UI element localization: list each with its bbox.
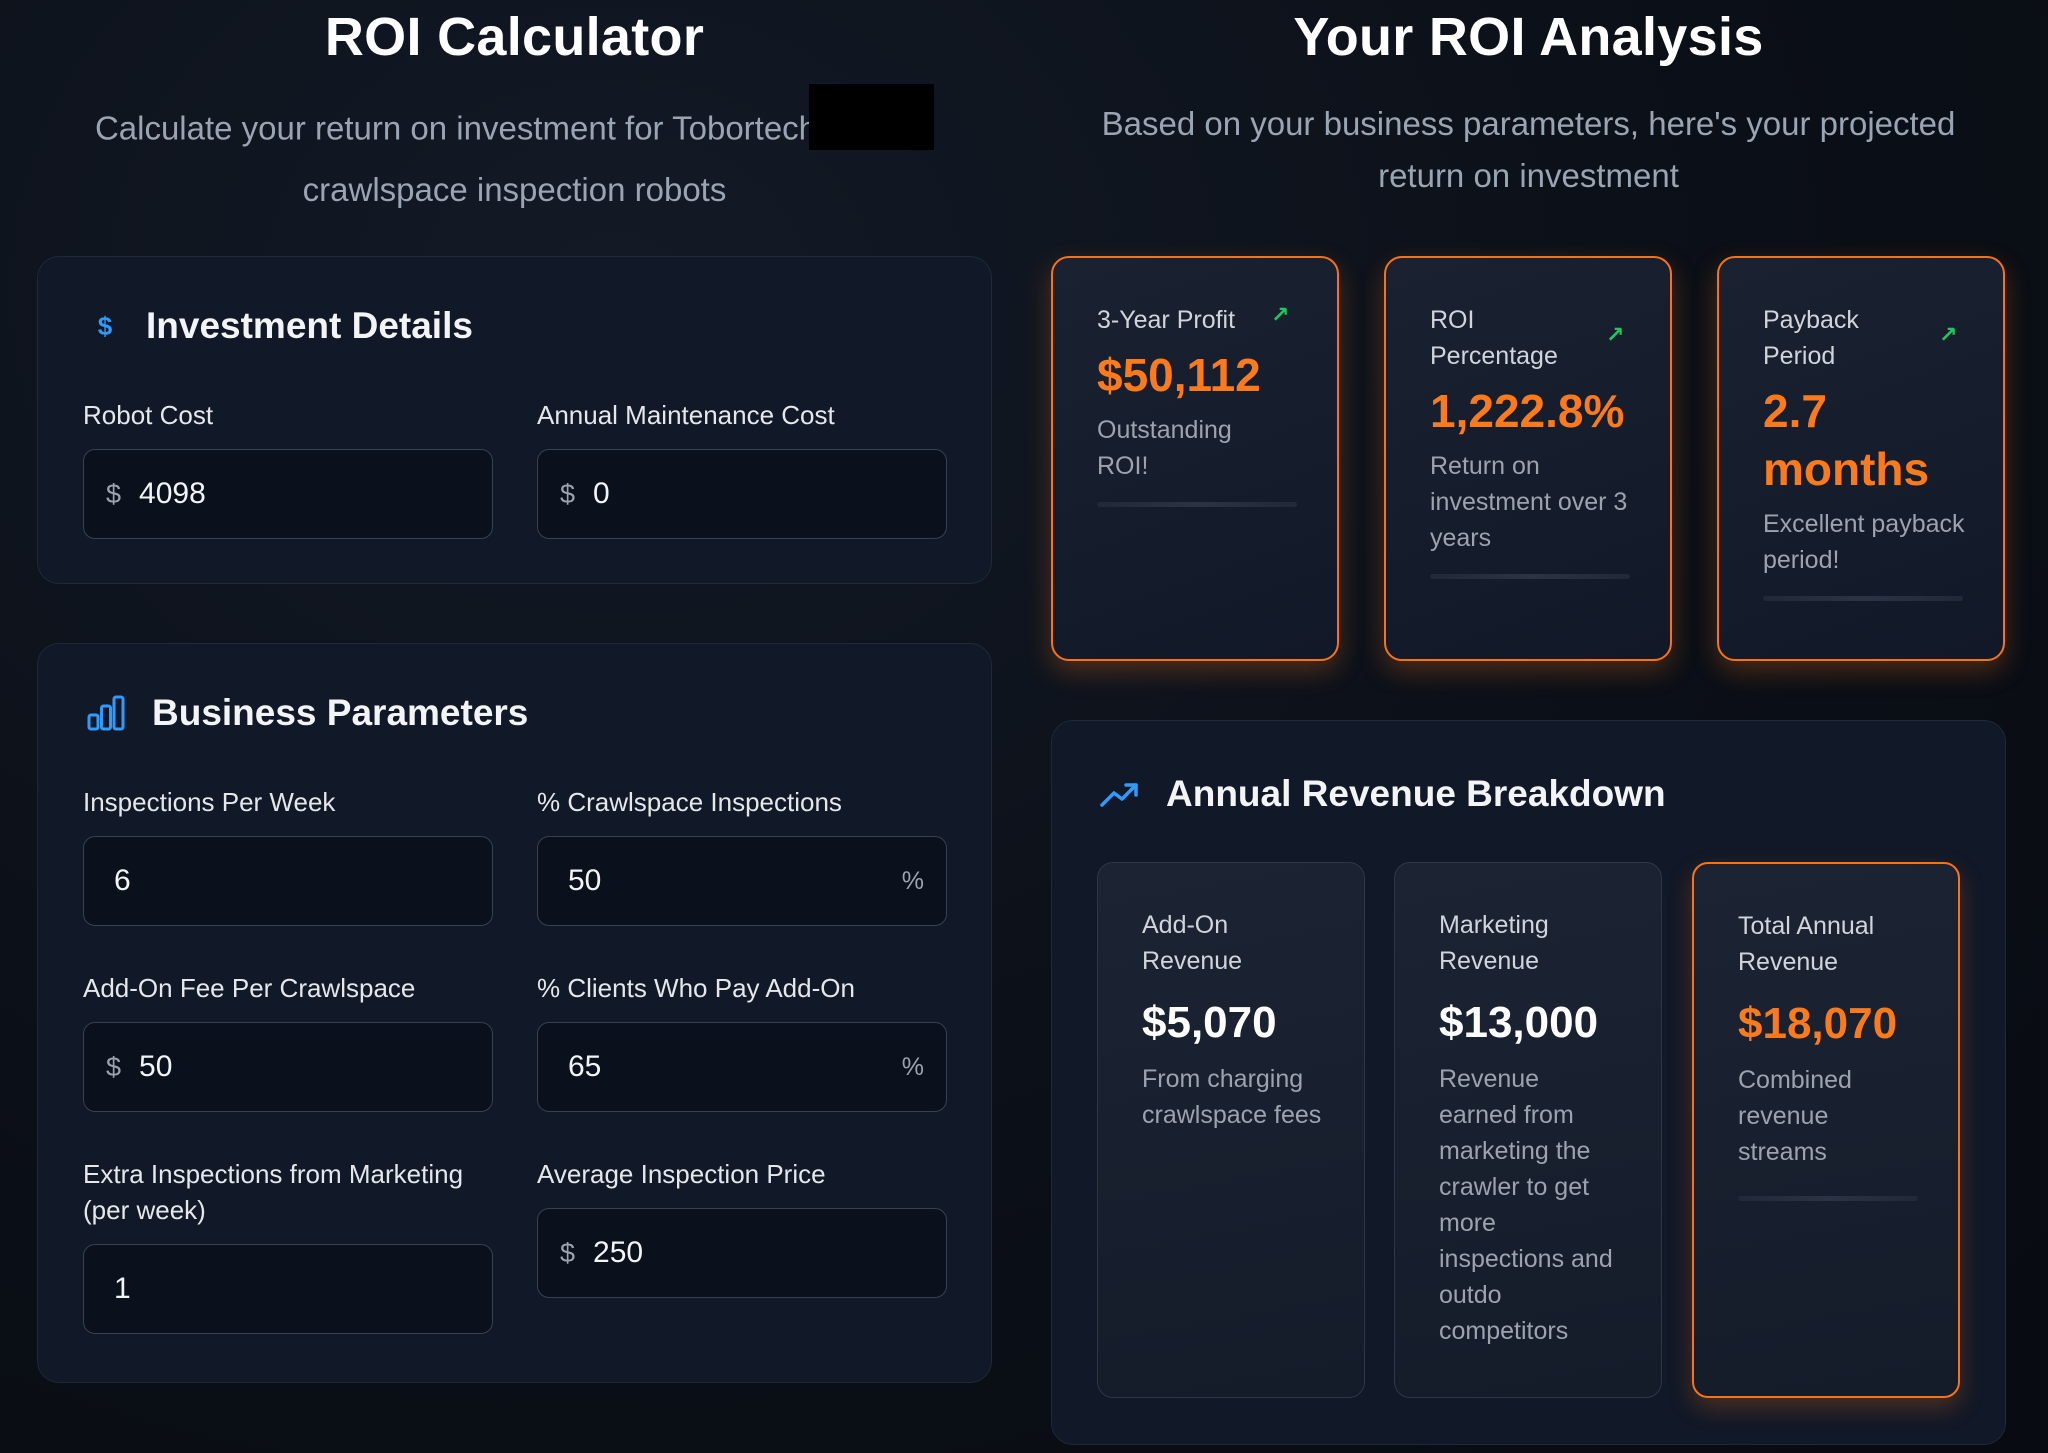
- currency-prefix: $: [560, 1237, 576, 1268]
- revenue-value: $13,000: [1439, 998, 1599, 1047]
- annual-revenue-title: Annual Revenue Breakdown: [1166, 773, 1666, 814]
- stat-label: 3-Year Profit: [1097, 306, 1236, 334]
- payback-period-card: Payback Period ↗ 2.7 months Excellent pa…: [1717, 256, 2005, 661]
- extra-inspections-label: Extra Inspections from Marketing (per we…: [83, 1156, 463, 1228]
- analysis-subtitle-line-1: Based on your business parameters, here'…: [1101, 105, 1956, 142]
- business-parameters-title: Business Parameters: [152, 692, 529, 733]
- clients-pct-label: % Clients Who Pay Add-On: [537, 973, 855, 1003]
- extra-inspections-value[interactable]: 1: [114, 1272, 131, 1305]
- inspections-per-week-label: Inspections Per Week: [83, 787, 336, 817]
- stat-label-line-2: Percentage: [1430, 342, 1558, 370]
- redaction-block: [809, 84, 935, 150]
- page-subtitle: Calculate your return on investment for …: [37, 84, 992, 216]
- extra-inspections-label-line-2: (per week): [83, 1195, 206, 1225]
- stat-description: Return on investment over 3 years: [1430, 452, 1628, 552]
- revenue-description: Combined revenue streams: [1738, 1066, 1852, 1166]
- subtitle-line-1: Calculate your return on investment for …: [94, 109, 818, 147]
- stat-progress-bar: [1430, 574, 1630, 579]
- extra-inspections-label-line-1: Extra Inspections from Marketing: [83, 1159, 464, 1189]
- three-year-profit-card: 3-Year Profit ↗ $50,112 Outstanding ROI!: [1051, 256, 1339, 661]
- total-annual-revenue-card: Total Annual Revenue $18,070 Combined re…: [1692, 862, 1960, 1398]
- roi-analysis-column: Your ROI Analysis Based on your business…: [1051, 0, 2006, 202]
- analysis-title: Your ROI Analysis: [1293, 7, 1764, 67]
- avg-inspection-price-value[interactable]: 250: [593, 1236, 644, 1269]
- stat-label-line-1: Payback: [1763, 306, 1859, 334]
- currency-prefix: $: [106, 1051, 122, 1082]
- revenue-progress-bar: [1738, 1196, 1918, 1201]
- subtitle-line-2: crawlspace inspection robots: [302, 171, 727, 208]
- stat-description: Outstanding ROI!: [1097, 416, 1232, 480]
- percent-suffix: %: [901, 1052, 924, 1081]
- revenue-label: Add-On Revenue: [1142, 911, 1243, 975]
- addon-fee-value[interactable]: 50: [139, 1050, 173, 1083]
- trend-up-icon: ↗: [1939, 322, 1958, 347]
- stat-value-line-1: 2.7: [1763, 385, 1827, 437]
- analysis-subtitle-line-2: return on investment: [1378, 157, 1679, 194]
- maintenance-cost-value[interactable]: 0: [593, 477, 610, 510]
- roi-percentage-card: ROI Percentage ↗ 1,222.8% Return on inve…: [1384, 256, 1672, 661]
- avg-inspection-price-label: Average Inspection Price: [537, 1159, 826, 1189]
- stat-value: 2.7 months: [1763, 382, 2003, 498]
- bar-chart-icon: [87, 695, 125, 731]
- business-parameters-panel: Business Parameters Inspections Per Week…: [37, 643, 992, 1383]
- annual-revenue-header: Annual Revenue Breakdown: [1100, 773, 1666, 815]
- stat-label: ROI Percentage: [1430, 302, 1590, 374]
- trend-up-icon: ↗: [1271, 302, 1290, 327]
- maintenance-cost-input[interactable]: $ 0: [537, 449, 947, 539]
- currency-prefix: $: [106, 478, 122, 509]
- revenue-value: $18,070: [1738, 999, 1898, 1048]
- clients-pct-value[interactable]: 65: [568, 1050, 602, 1083]
- clients-pct-input[interactable]: 65 %: [537, 1022, 947, 1112]
- stat-value-line-2: months: [1763, 443, 1930, 495]
- investment-details-title: Investment Details: [146, 305, 473, 346]
- stat-label-line-1: ROI: [1430, 306, 1475, 334]
- stat-label-line-2: Period: [1763, 342, 1836, 370]
- trending-up-icon: [1100, 783, 1138, 807]
- stat-progress-bar: [1097, 502, 1297, 507]
- business-parameters-header: Business Parameters: [86, 692, 528, 734]
- percent-suffix: %: [901, 866, 924, 895]
- stat-description: Excellent payback period!: [1763, 510, 1965, 574]
- revenue-label: Marketing Revenue: [1439, 911, 1549, 975]
- stat-label: Payback Period: [1763, 302, 1923, 374]
- robot-cost-value[interactable]: 4098: [139, 477, 206, 510]
- trend-up-icon: ↗: [1606, 322, 1625, 347]
- revenue-value: $5,070: [1142, 998, 1277, 1047]
- addon-fee-input[interactable]: $ 50: [83, 1022, 493, 1112]
- extra-inspections-input[interactable]: 1: [83, 1244, 493, 1334]
- addon-revenue-card: Add-On Revenue $5,070 From charging craw…: [1097, 862, 1365, 1398]
- investment-details-panel: $ Investment Details Robot Cost $ 4098 A…: [37, 256, 992, 584]
- marketing-revenue-card: Marketing Revenue $13,000 Revenue earned…: [1394, 862, 1662, 1398]
- robot-cost-input[interactable]: $ 4098: [83, 449, 493, 539]
- stat-value: $50,112: [1097, 349, 1261, 401]
- analysis-subtitle: Based on your business parameters, here'…: [1051, 98, 2006, 202]
- inspections-per-week-value[interactable]: 6: [114, 864, 131, 897]
- robot-cost-label: Robot Cost: [83, 400, 214, 430]
- crawlspace-pct-label: % Crawlspace Inspections: [537, 787, 842, 817]
- stat-progress-bar: [1763, 596, 1963, 601]
- investment-details-header: $ Investment Details: [90, 305, 473, 347]
- avg-inspection-price-input[interactable]: $ 250: [537, 1208, 947, 1298]
- inspections-per-week-input[interactable]: 6: [83, 836, 493, 926]
- currency-prefix: $: [560, 478, 576, 509]
- crawlspace-pct-value[interactable]: 50: [568, 864, 602, 897]
- page-title: ROI Calculator: [324, 7, 705, 67]
- crawlspace-pct-input[interactable]: 50 %: [537, 836, 947, 926]
- revenue-description: Revenue earned from marketing the crawle…: [1439, 1065, 1613, 1345]
- revenue-label: Total Annual Revenue: [1738, 912, 1875, 976]
- addon-fee-label: Add-On Fee Per Crawlspace: [83, 973, 416, 1003]
- stat-value: 1,222.8%: [1430, 385, 1625, 437]
- dollar-icon: $: [97, 310, 113, 341]
- roi-calculator-column: ROI Calculator Calculate your return on …: [37, 0, 992, 216]
- revenue-description: From charging crawlspace fees: [1142, 1065, 1322, 1129]
- maintenance-cost-label: Annual Maintenance Cost: [537, 400, 835, 430]
